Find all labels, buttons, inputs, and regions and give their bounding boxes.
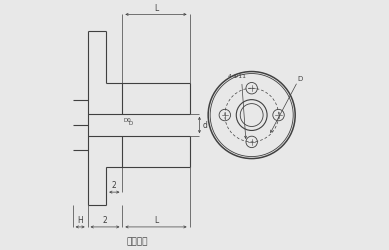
Text: 2: 2 bbox=[103, 216, 107, 225]
Text: D0: D0 bbox=[124, 118, 131, 122]
Text: d: d bbox=[203, 120, 207, 130]
Text: D: D bbox=[129, 121, 133, 126]
Text: 固定法兰: 固定法兰 bbox=[126, 237, 148, 246]
Text: 4-Φ11: 4-Φ11 bbox=[227, 74, 246, 79]
Text: H: H bbox=[77, 216, 83, 225]
Text: D: D bbox=[297, 76, 302, 82]
Text: 2: 2 bbox=[112, 182, 117, 190]
Text: L: L bbox=[154, 216, 158, 225]
Text: L: L bbox=[154, 4, 158, 13]
